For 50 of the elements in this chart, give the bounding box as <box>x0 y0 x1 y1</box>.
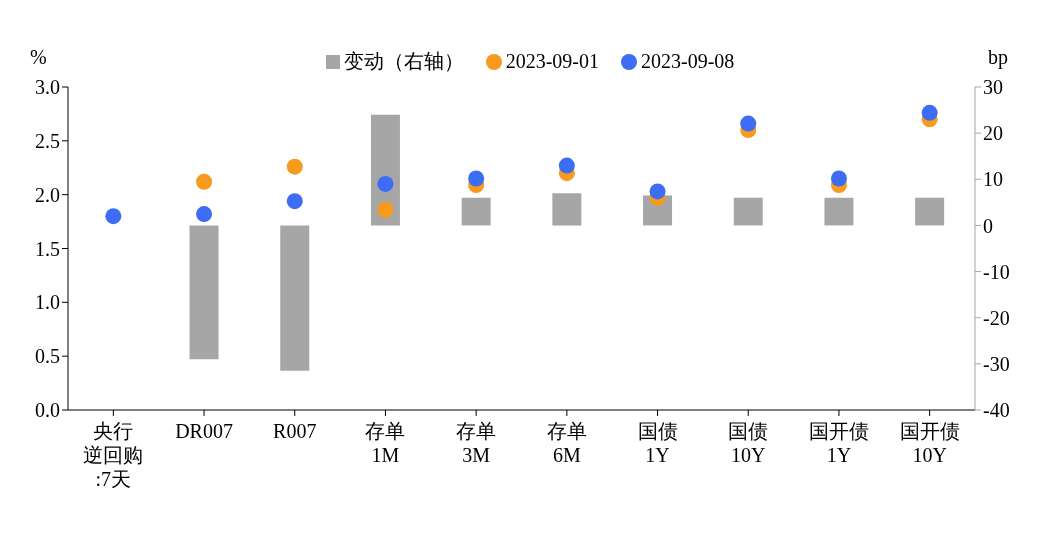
x-tick-label: 国债10Y <box>728 420 769 466</box>
point <box>377 175 394 192</box>
point <box>196 206 213 223</box>
x-tick-label: R007 <box>273 420 317 442</box>
x-tick-label: DR007 <box>175 420 233 442</box>
y2-tick-label: 30 <box>983 76 1003 99</box>
legend-label: 2023-09-08 <box>641 50 735 73</box>
point <box>286 158 303 175</box>
bar <box>733 197 763 226</box>
point <box>468 170 485 187</box>
point <box>105 208 122 225</box>
bar <box>280 225 310 371</box>
x-tick-label: 央行逆回购:7天 <box>83 420 144 490</box>
y-tick-label: 0.0 <box>35 399 60 422</box>
y2-tick-label: -10 <box>983 260 1010 283</box>
y-tick-label: 2.0 <box>35 183 60 206</box>
bar <box>552 193 582 226</box>
point <box>649 183 666 200</box>
point <box>740 115 757 132</box>
y-tick-label: 0.5 <box>35 345 60 368</box>
y2-tick-label: 20 <box>983 122 1003 145</box>
y2-tick-label: -20 <box>983 306 1010 329</box>
y-tick-label: 3.0 <box>35 76 60 99</box>
point <box>921 104 938 121</box>
y-axis-title: % <box>30 46 47 69</box>
y-tick-label: 1.5 <box>35 237 60 260</box>
bar <box>824 197 854 226</box>
point <box>286 193 303 210</box>
x-tick-label: 国债1Y <box>637 420 678 466</box>
bar <box>461 197 491 226</box>
y2-tick-label: -30 <box>983 352 1010 375</box>
legend-label: 2023-09-01 <box>505 50 599 73</box>
y-tick-label: 1.0 <box>35 291 60 314</box>
point <box>196 173 213 190</box>
point <box>830 170 847 187</box>
bar <box>915 197 945 226</box>
y-tick-label: 2.5 <box>35 129 60 152</box>
legend-label: 变动（右轴） <box>343 49 464 74</box>
y2-tick-label: -40 <box>983 399 1010 422</box>
y2-tick-label: 10 <box>983 168 1003 191</box>
x-tick-label: 国开债1Y <box>808 420 869 466</box>
x-tick-label: 存单6M <box>546 420 587 466</box>
x-tick-label: 存单1M <box>365 420 406 466</box>
point <box>558 157 575 174</box>
y2-axis-title: bp <box>988 46 1008 69</box>
point <box>377 201 394 218</box>
y2-tick-label: 0 <box>983 214 993 237</box>
x-tick-label: 存单3M <box>456 420 497 466</box>
bar <box>189 225 219 360</box>
x-tick-label: 国开债10Y <box>899 420 960 466</box>
